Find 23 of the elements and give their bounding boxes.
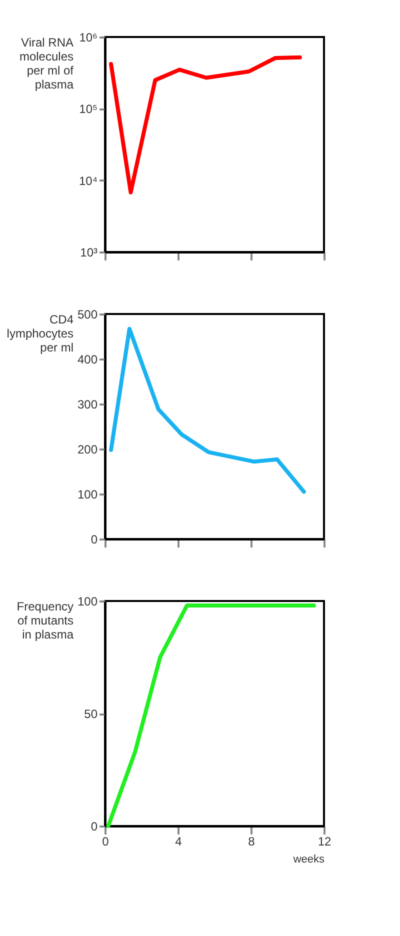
- x-tick-label: 8: [248, 834, 256, 848]
- y-tick-label: 50: [84, 707, 98, 721]
- y-tick-label: 100: [77, 594, 98, 608]
- y-tick-label: 10⁶: [79, 30, 98, 44]
- x-tick-label: 12: [318, 834, 332, 848]
- y-tick-label: 0: [90, 532, 98, 546]
- line-series: [109, 326, 306, 494]
- y-tick-label: 10³: [80, 246, 98, 260]
- x-tick-label: 4: [175, 834, 182, 848]
- x-axis-title: weeks: [292, 854, 325, 866]
- line-series: [109, 55, 302, 194]
- y-tick-label: 0: [90, 820, 98, 834]
- y-axis-title: Frequency of mutants in plasma: [16, 600, 74, 642]
- x-tick-label: 0: [102, 834, 110, 848]
- y-tick-label: 500: [77, 308, 98, 322]
- y-axis-title: CD4 lymphocytes per ml: [6, 312, 74, 354]
- y-tick-label: 200: [77, 442, 98, 456]
- y-tick-label: 300: [77, 398, 98, 412]
- y-tick-label: 10⁴: [78, 174, 98, 188]
- y-axis-title: Viral RNA molecules per ml of plasma: [19, 36, 74, 92]
- y-tick-label: 100: [77, 488, 98, 502]
- y-tick-label: 10⁵: [79, 102, 98, 116]
- y-tick-label: 400: [77, 352, 98, 366]
